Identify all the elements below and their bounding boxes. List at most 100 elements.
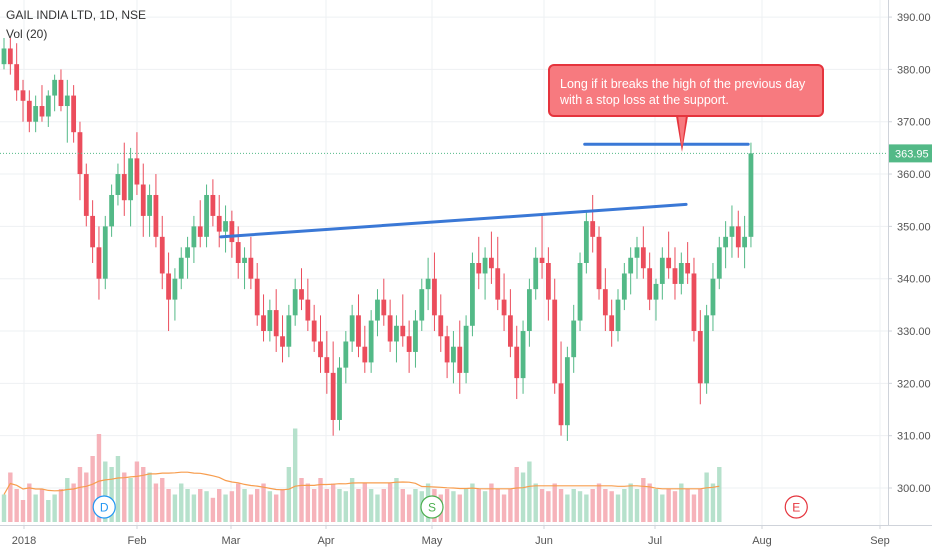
callout-text-line1: Long if it breaks the high of the previo… <box>560 77 806 91</box>
candle-body <box>704 315 710 384</box>
candle-body <box>311 320 317 342</box>
volume-bar <box>381 489 386 522</box>
candle-body <box>7 48 13 65</box>
volume-bar <box>685 489 690 522</box>
volume-bar <box>141 467 146 522</box>
event-marker-d <box>92 495 116 519</box>
candle-body <box>20 90 26 101</box>
volume-bar <box>172 494 178 522</box>
event-marker-s <box>420 495 444 519</box>
candle-body <box>716 247 722 279</box>
volume-bar <box>514 467 519 522</box>
candle-body <box>166 273 171 300</box>
candle-body <box>552 299 558 384</box>
trendlines <box>219 142 750 239</box>
volume-bar <box>20 500 26 522</box>
candle-body <box>305 299 311 321</box>
volume-bar <box>299 478 304 522</box>
volume-bar <box>96 434 102 522</box>
volume-indicator-label[interactable]: Vol (20) <box>6 27 48 41</box>
candle-body <box>45 95 51 117</box>
volume-bar <box>8 472 13 522</box>
volume-bar <box>292 428 298 522</box>
candle-body <box>64 95 70 107</box>
candle-body <box>659 257 665 284</box>
volume-bar <box>305 483 311 522</box>
candle-body <box>394 325 399 342</box>
volume-bar <box>153 483 159 522</box>
candle-body <box>172 278 178 300</box>
candle-body <box>33 106 39 122</box>
time-axis-label: Feb <box>128 535 147 547</box>
time-axis: 2018 Feb Mar Apr May Jun Jul Aug Sep <box>0 525 932 550</box>
volume-bar <box>185 489 190 522</box>
volume-bar <box>122 472 127 522</box>
candle-body <box>457 346 463 373</box>
volume-bar <box>641 478 646 522</box>
volume-bar <box>280 489 285 522</box>
candle-body <box>508 315 513 347</box>
price-axis: 390.00 380.00 370.00 360.00 350.00 340.00 330.… <box>888 0 932 550</box>
trendline-support <box>219 202 688 239</box>
volume-bar <box>539 489 545 522</box>
candle-body <box>501 299 507 316</box>
candle-body <box>425 278 431 290</box>
volume-bar <box>255 489 260 522</box>
volume-bar <box>501 494 507 522</box>
volume-bar <box>337 489 342 522</box>
candle-body <box>489 257 494 269</box>
candle-body <box>723 236 729 248</box>
time-axis-label: Sep <box>870 535 890 547</box>
price-axis-label: 300.00 <box>897 483 931 495</box>
volume-bar <box>273 494 279 522</box>
volume-bar <box>261 483 266 522</box>
price-axis-background <box>888 0 932 550</box>
candle-body <box>381 299 387 316</box>
candle-body <box>729 226 735 237</box>
trade-idea-callout[interactable]: Long if it breaks the high of the previo… <box>548 64 824 117</box>
candle-body <box>330 372 336 420</box>
candle-body <box>337 367 342 420</box>
candle-body <box>261 315 266 332</box>
volume-bar <box>14 489 19 522</box>
candle-body <box>299 289 304 300</box>
chart-grid <box>0 0 888 525</box>
volume-bar <box>463 489 469 522</box>
event-marker-label: D <box>100 501 109 515</box>
volume-bar <box>84 472 89 522</box>
candle-body <box>482 257 488 274</box>
candle-body <box>615 299 621 332</box>
candle-body <box>235 242 241 263</box>
candle-body <box>406 336 412 352</box>
candle-body <box>153 194 159 237</box>
candle-body <box>476 263 482 274</box>
volume-bar <box>65 478 70 522</box>
candle-body <box>640 247 646 269</box>
volume-bar <box>653 489 659 522</box>
symbol-title[interactable]: GAIL INDIA LTD, 1D, NSE <box>6 8 147 22</box>
volume-bar <box>217 489 222 522</box>
volume-bar <box>90 456 95 522</box>
candle-body <box>653 283 659 300</box>
candle-body <box>216 215 222 232</box>
candle-body <box>102 226 108 279</box>
volume-bar <box>577 491 583 522</box>
candle-body <box>26 100 32 122</box>
candle-body <box>691 273 697 332</box>
price-axis-label: 370.00 <box>897 117 931 129</box>
candle-body <box>463 325 469 373</box>
candle-body <box>210 194 216 216</box>
volume-bar <box>330 483 336 522</box>
volume-bar <box>324 489 330 522</box>
volume-bar <box>691 494 697 522</box>
candle-body <box>96 247 102 279</box>
candle-body <box>362 346 368 363</box>
candle-body <box>470 263 475 326</box>
candle-body <box>628 257 634 274</box>
volume-bar <box>495 489 500 522</box>
volume-bar <box>596 483 602 522</box>
candle-body <box>413 320 418 352</box>
volume-bar <box>103 461 108 522</box>
time-axis-label: Aug <box>752 535 772 547</box>
